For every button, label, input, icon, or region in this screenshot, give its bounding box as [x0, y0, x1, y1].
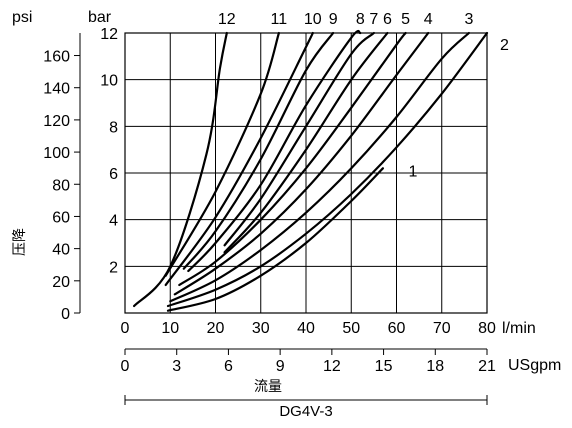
psi-tick-label: 160	[43, 49, 70, 66]
bar-axis-label: bar	[88, 9, 112, 26]
usgpm-tick-label: 18	[426, 358, 444, 375]
curve-label-10: 10	[304, 11, 322, 28]
psi-tick-label: 20	[52, 274, 70, 291]
lmin-tick-label: 0	[121, 320, 130, 337]
curve-label-1: 1	[408, 163, 417, 180]
usgpm-tick-label: 15	[375, 358, 393, 375]
curve-7	[223, 31, 375, 247]
psi-axis-label: psi	[12, 9, 32, 26]
plot-border	[124, 32, 488, 314]
curve-11	[164, 31, 280, 277]
lmin-tick-label: 70	[433, 320, 451, 337]
curve-3	[169, 31, 470, 303]
curve-label-11: 11	[271, 11, 288, 28]
flow-label: 流量	[254, 378, 282, 394]
curve-label-3: 3	[464, 11, 473, 28]
usgpm-tick-label: 6	[224, 358, 233, 375]
lmin-tick-label: 50	[342, 320, 360, 337]
usgpm-tick-label: 0	[121, 358, 130, 375]
curve-label-8: 8	[356, 11, 365, 28]
x-axis-label: l/min	[502, 320, 536, 337]
psi-tick-label: 100	[43, 145, 70, 162]
psi-tick-label: 120	[43, 113, 70, 130]
curve-label-7: 7	[369, 11, 378, 28]
pressure-drop-label: 压降	[11, 228, 27, 256]
psi-tick-label: 60	[52, 209, 70, 226]
curve-label-5: 5	[401, 11, 410, 28]
curve-5	[178, 31, 407, 287]
psi-tick-label: 80	[52, 177, 70, 194]
usgpm-tick-label: 12	[323, 358, 341, 375]
psi-tick-label: 0	[61, 306, 70, 323]
usgpm-tick-label: 3	[172, 358, 181, 375]
curve-label-12: 12	[218, 11, 236, 28]
curve-label-6: 6	[383, 11, 392, 28]
curve-4	[173, 31, 430, 296]
curve-label-2: 2	[500, 37, 509, 54]
curve-10	[164, 31, 314, 287]
bar-tick-label: 2	[109, 259, 118, 276]
bar-tick-label: 10	[100, 73, 118, 90]
curve-8	[187, 30, 362, 273]
psi-tick-label: 40	[52, 242, 70, 259]
curve-group	[133, 30, 489, 312]
lmin-tick-label: 10	[161, 320, 179, 337]
plot-frame	[124, 32, 488, 314]
curve-2	[166, 31, 489, 308]
lmin-tick-label: 60	[388, 320, 406, 337]
lmin-tick-label: 20	[207, 320, 225, 337]
curve-12	[133, 31, 228, 308]
bar-tick-label: 8	[109, 119, 118, 136]
lmin-tick-label: 80	[478, 320, 496, 337]
bar-tick-label: 4	[109, 213, 118, 230]
bar-tick-label: 6	[109, 166, 118, 183]
model-label: DG4V-3	[279, 403, 332, 420]
x-axis-secondary-label: USgpm	[508, 357, 561, 374]
curve-9	[182, 31, 335, 270]
chart-grid	[125, 33, 487, 313]
curve-label-9: 9	[329, 11, 338, 28]
usgpm-tick-label: 9	[276, 358, 285, 375]
usgpm-tick-label: 21	[478, 358, 496, 375]
curve-label-4: 4	[424, 11, 433, 28]
curve-6	[223, 31, 389, 254]
lmin-tick-label: 30	[252, 320, 270, 337]
psi-tick-label: 140	[43, 81, 70, 98]
curve-1	[166, 167, 384, 312]
bar-tick-label: 12	[100, 26, 118, 43]
lmin-tick-label: 40	[297, 320, 315, 337]
